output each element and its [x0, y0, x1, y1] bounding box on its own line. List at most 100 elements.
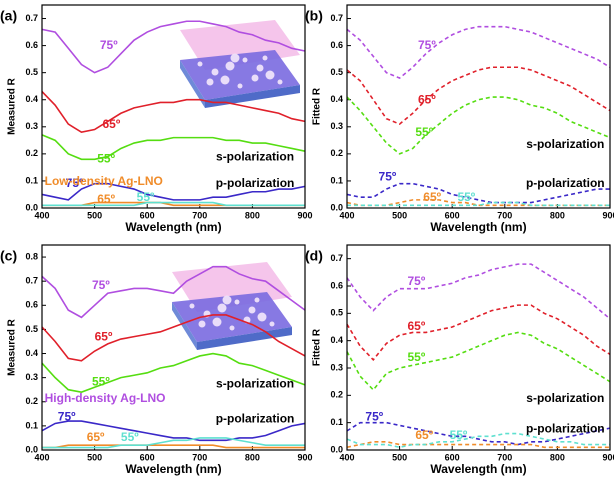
series-label: 75º	[379, 170, 397, 184]
y-tick-label: 0.1	[330, 417, 343, 427]
inset-particle	[269, 321, 275, 327]
y-tick-label: 0.4	[25, 348, 38, 358]
panel: (c) Measured R Wavelength (nm) 0.0 0.1 0.2 0.3…	[0, 244, 313, 476]
annotation: p-polarization	[216, 411, 295, 425]
x-tick-label: 500	[392, 210, 407, 220]
data-line	[346, 331, 611, 392]
data-line	[41, 420, 306, 442]
annotation: p-polarization	[216, 176, 295, 190]
y-tick-label: 0.2	[25, 396, 38, 406]
series-label: 75º	[66, 176, 84, 190]
x-axis-label: Wavelength (nm)	[125, 462, 221, 476]
y-tick-label: 0.6	[330, 280, 343, 290]
inset-particle	[277, 79, 283, 85]
series-label: 65º	[87, 430, 105, 444]
inset-particle	[211, 68, 219, 76]
inset-side	[172, 302, 197, 350]
series-label: 75º	[365, 409, 383, 423]
x-tick-label: 500	[87, 452, 102, 462]
data-line	[41, 352, 306, 393]
inset-particle	[225, 61, 235, 71]
inset-particle	[254, 297, 260, 303]
y-tick-label: 0.3	[330, 362, 343, 372]
y-tick-label: 0.7	[25, 13, 38, 23]
plot-frame	[41, 4, 306, 209]
inset-particle	[197, 61, 203, 67]
panel: (b) Fitted R Wavelength (nm) 0.0 0.1 0.2 0.3 0.…	[305, 4, 614, 234]
x-tick-label: 400	[34, 210, 49, 220]
series-label: 55º	[97, 151, 115, 165]
inset-particle	[257, 312, 267, 322]
series-label: 75º	[100, 38, 118, 52]
x-axis-label: Wavelength (nm)	[430, 462, 526, 476]
inset-particle	[230, 53, 240, 63]
y-tick-label: 0.1	[330, 175, 343, 185]
y-tick-label: 0.4	[330, 94, 343, 104]
panel-label: (a)	[0, 8, 17, 24]
data-line	[41, 20, 306, 74]
plot-frame	[346, 4, 611, 209]
series-label: 65º	[418, 93, 436, 107]
inset-particle	[242, 57, 248, 63]
data-line	[41, 265, 306, 319]
annotation: High-density Ag-LNO	[45, 391, 166, 405]
series-label: 65º	[102, 117, 120, 131]
inset-particle	[229, 325, 235, 331]
series-label: 55º	[450, 428, 468, 442]
panel-label: (b)	[305, 8, 323, 24]
series-label: 75º	[418, 38, 436, 52]
y-tick-label: 0.5	[25, 324, 38, 334]
annotation: s-polarization	[526, 137, 604, 151]
x-tick-label: 800	[550, 210, 565, 220]
data-line	[346, 25, 611, 80]
y-tick-label: 0.2	[330, 390, 343, 400]
inset-particle	[234, 299, 240, 305]
x-tick-label: 900	[602, 210, 614, 220]
series-label: 55º	[92, 375, 110, 389]
series-label: 65º	[407, 319, 425, 333]
data-line	[346, 182, 610, 204]
x-tick-label: 400	[34, 452, 49, 462]
panel: (d) Fitted R Wavelength (nm) 0.0 0.1 0.2 0.3 0.…	[305, 244, 614, 476]
y-tick-label: 0.1	[25, 420, 38, 430]
annotation: s-polarization	[216, 377, 294, 391]
series-label: 75º	[58, 409, 76, 423]
x-tick-label: 800	[245, 210, 260, 220]
inset-particle	[217, 303, 227, 313]
y-tick-label: 0.0	[25, 444, 38, 454]
inset-particle	[189, 303, 195, 309]
x-tick-label: 600	[140, 452, 155, 462]
annotation: s-polarization	[216, 149, 294, 163]
y-tick-label: 0.4	[330, 335, 343, 345]
y-tick-label: 0.7	[330, 13, 343, 23]
data-line	[346, 263, 611, 320]
x-tick-label: 900	[297, 452, 312, 462]
annotation: p-polarization	[526, 422, 605, 436]
inset-particle	[237, 83, 243, 89]
x-tick-label: 400	[339, 210, 354, 220]
y-tick-label: 0.0	[330, 444, 343, 454]
plot-frame	[346, 244, 611, 451]
annotation: p-polarization	[526, 176, 605, 190]
data-line	[347, 201, 610, 207]
series-label: 55º	[407, 350, 425, 364]
y-tick-label: 0.2	[25, 148, 38, 158]
inset-side	[180, 60, 205, 108]
x-tick-label: 700	[192, 452, 207, 462]
series-label: 75º	[92, 278, 110, 292]
data-line	[42, 437, 305, 449]
panel-label: (c)	[0, 248, 17, 264]
panel-label: (d)	[305, 248, 323, 264]
data-line	[346, 199, 610, 207]
data-line	[41, 91, 306, 134]
x-tick-label: 400	[339, 452, 354, 462]
x-axis-label: Wavelength (nm)	[430, 220, 526, 234]
y-axis-label: Measured R	[7, 77, 18, 134]
data-line	[41, 134, 306, 161]
x-tick-label: 800	[245, 452, 260, 462]
series-label: 55º	[457, 190, 475, 204]
data-line	[346, 432, 610, 449]
y-tick-label: 0.0	[25, 202, 38, 212]
data-line	[346, 304, 611, 362]
